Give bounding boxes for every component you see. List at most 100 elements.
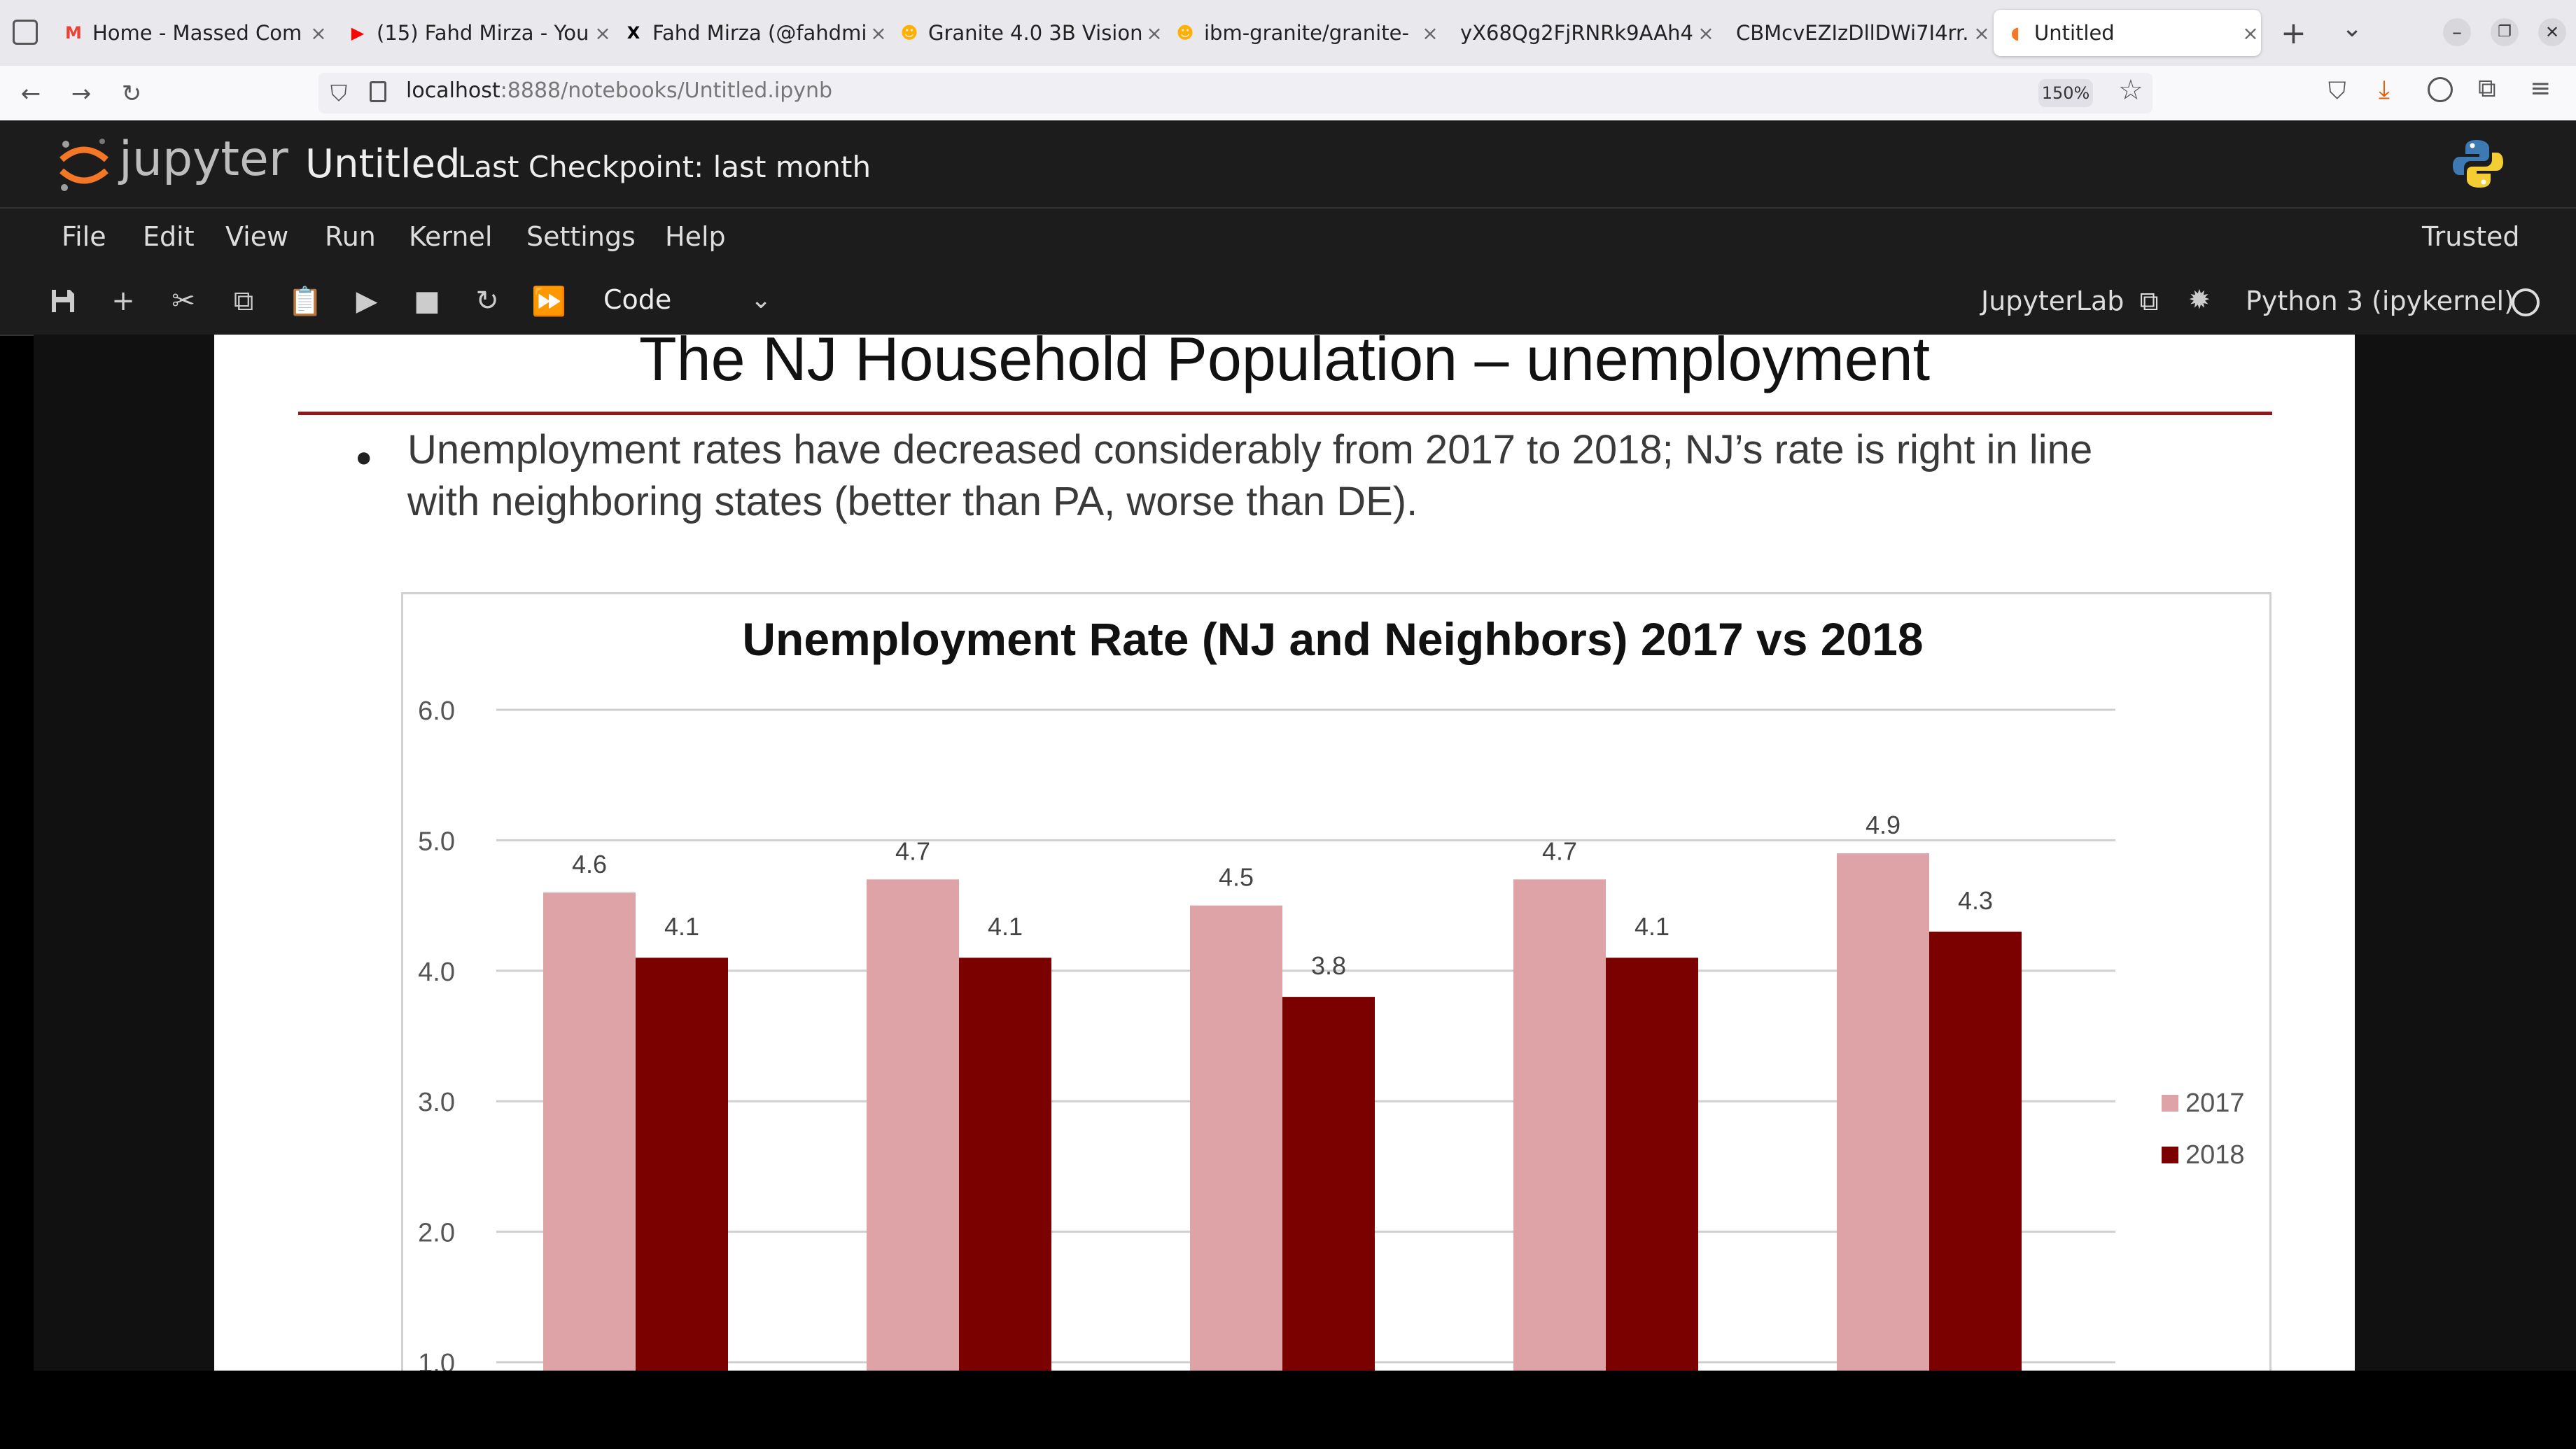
jupyter-header — [0, 120, 2576, 207]
bullet-line-1: Unemployment rates have decreased consid… — [407, 427, 2093, 472]
copy-icon[interactable]: ⧉ — [233, 285, 254, 317]
x-icon: X — [626, 23, 640, 43]
new-tab-icon[interactable]: + — [2281, 15, 2306, 51]
minimize-window-icon[interactable]: – — [2443, 18, 2471, 46]
account-icon[interactable] — [2428, 77, 2453, 102]
data-label: 3.8 — [1311, 951, 1346, 980]
bottom-black-bar — [0, 1371, 2576, 1449]
close-tab-icon[interactable]: × — [1973, 21, 1990, 45]
tab-label: (15) Fahd Mirza - You — [377, 21, 589, 45]
legend-swatch-2017 — [2162, 1095, 2178, 1112]
bullet-text: Unemployment rates have decreased consid… — [407, 424, 2325, 528]
zoom-level[interactable]: 150% — [2038, 79, 2093, 107]
debugger-bug-icon[interactable]: ✹ — [2188, 284, 2211, 315]
cell-type-label: Code — [603, 284, 672, 315]
extensions-icon[interactable]: ⧉ — [2478, 74, 2496, 103]
legend-label-2017: 2017 — [2185, 1088, 2245, 1118]
tab-list-icon[interactable] — [13, 20, 38, 45]
save-icon[interactable] — [45, 283, 81, 319]
jupyter-logo-text: jupyter — [119, 132, 288, 187]
browser-tab[interactable]: ☻ ibm-granite/granite- × — [1175, 10, 1441, 56]
url-text[interactable]: localhost:8888/notebooks/Untitled.ipynb — [406, 78, 833, 103]
tab-label: CBMcvEZIzDllDWi7I4rr. — [1736, 21, 1969, 45]
browser-tab[interactable]: yX68Qg2FjRNRk9AAh4 × — [1450, 10, 1716, 56]
chart-title: Unemployment Rate (NJ and Neighbors) 201… — [742, 613, 1923, 665]
tab-overflow-chevron-icon[interactable]: ⌄ — [2342, 14, 2363, 43]
restart-icon[interactable]: ↻ — [475, 285, 499, 317]
bar-2017-2 — [867, 879, 959, 1371]
menu-help[interactable]: Help — [665, 221, 726, 252]
bookmark-star-icon[interactable]: ☆ — [2118, 74, 2143, 106]
title-underline — [298, 412, 2272, 415]
forward-arrow-icon[interactable]: → — [71, 80, 92, 108]
close-tab-icon[interactable]: × — [2242, 21, 2259, 45]
bar-2018-2 — [959, 958, 1051, 1371]
kernel-name[interactable]: Python 3 (ipykernel) — [2246, 286, 2514, 316]
app-menu-icon[interactable]: ≡ — [2530, 74, 2552, 103]
back-arrow-icon[interactable]: ← — [20, 80, 41, 108]
bar-2018-3 — [1282, 997, 1375, 1371]
cell-type-select[interactable]: Code ⌄ — [603, 284, 785, 319]
bullet-point: • — [351, 435, 377, 484]
page-icon — [370, 81, 386, 102]
restore-window-icon[interactable]: ❐ — [2491, 18, 2519, 46]
y-tick-label: 1.0 — [418, 1349, 455, 1371]
fast-forward-icon[interactable]: ⏩ — [531, 285, 566, 318]
notebook-title[interactable]: Untitled — [305, 141, 461, 187]
jupyter-logo-icon[interactable] — [56, 136, 112, 193]
legend-label-2018: 2018 — [2185, 1140, 2245, 1170]
menu-view[interactable]: View — [225, 221, 289, 252]
kernel-status-icon — [2512, 288, 2540, 316]
legend-swatch-2018 — [2162, 1147, 2178, 1163]
shield-icon[interactable]: ⛉ — [330, 80, 348, 106]
address-bar[interactable] — [318, 73, 2152, 113]
menu-kernel[interactable]: Kernel — [409, 221, 493, 252]
browser-tab[interactable]: ☻ Granite 4.0 3B Vision × — [899, 10, 1165, 56]
browser-tab[interactable]: ▶ (15) Fahd Mirza - You × — [347, 10, 613, 56]
y-tick-label: 4.0 — [418, 958, 455, 987]
browser-tab[interactable]: X Fahd Mirza (@fahdmi × — [623, 10, 889, 56]
y-tick-label: 5.0 — [418, 827, 455, 856]
stop-icon[interactable]: ■ — [414, 285, 440, 317]
pocket-icon[interactable]: ⛉ — [2328, 77, 2346, 105]
chevron-down-icon: ⌄ — [750, 286, 772, 314]
jupyterlab-link[interactable]: JupyterLab ⧉ — [1981, 286, 2159, 317]
cut-icon[interactable]: ✂ — [172, 285, 195, 317]
paste-icon[interactable]: 📋 — [288, 285, 323, 318]
browser-tab[interactable]: ◖ Untitled × — [1994, 10, 2261, 56]
close-tab-icon[interactable]: × — [870, 21, 887, 45]
reload-icon[interactable]: ↻ — [121, 80, 142, 108]
menu-run[interactable]: Run — [325, 221, 376, 252]
insert-cell-icon[interactable]: + — [111, 285, 135, 317]
menu-edit[interactable]: Edit — [143, 221, 195, 252]
tab-label: Home - Massed Com — [92, 21, 302, 45]
bar-2018-4 — [1606, 958, 1698, 1371]
browser-tab[interactable]: CBMcvEZIzDllDWi7I4rr. × — [1726, 10, 1992, 56]
data-label: 4.9 — [1865, 811, 1900, 839]
tab-label: Untitled — [2034, 21, 2115, 45]
menu-settings[interactable]: Settings — [526, 221, 636, 252]
tab-label: yX68Qg2FjRNRk9AAh4 — [1460, 21, 1693, 45]
close-tab-icon[interactable]: × — [1146, 21, 1163, 45]
close-window-icon[interactable]: ✕ — [2538, 18, 2566, 46]
bar-2017-3 — [1190, 905, 1282, 1371]
menu-file[interactable]: File — [62, 221, 106, 252]
data-label: 4.7 — [1542, 836, 1577, 865]
trusted-indicator[interactable]: Trusted — [2422, 221, 2520, 252]
external-link-icon: ⧉ — [2139, 286, 2159, 316]
output-slide-image: The NJ Household Population – unemployme… — [214, 335, 2355, 1371]
y-tick-label: 6.0 — [418, 696, 455, 726]
bar-2018-5 — [1929, 931, 2022, 1371]
slide-title: The NJ Household Population – unemployme… — [638, 335, 1931, 393]
close-tab-icon[interactable]: × — [594, 21, 611, 45]
browser-tab[interactable]: M Home - Massed Com × — [63, 10, 329, 56]
huggingface-icon: ☻ — [1176, 23, 1194, 43]
data-label: 4.1 — [664, 912, 699, 941]
browser-tab-bar: M Home - Massed Com × ▶ (15) Fahd Mirza - Yo… — [0, 0, 2576, 66]
y-tick-label: 3.0 — [418, 1088, 455, 1117]
download-icon[interactable]: ⤓ — [2379, 76, 2390, 104]
run-icon[interactable]: ▶ — [356, 285, 378, 317]
close-tab-icon[interactable]: × — [1422, 21, 1438, 45]
close-tab-icon[interactable]: × — [310, 21, 327, 45]
close-tab-icon[interactable]: × — [1698, 21, 1714, 45]
